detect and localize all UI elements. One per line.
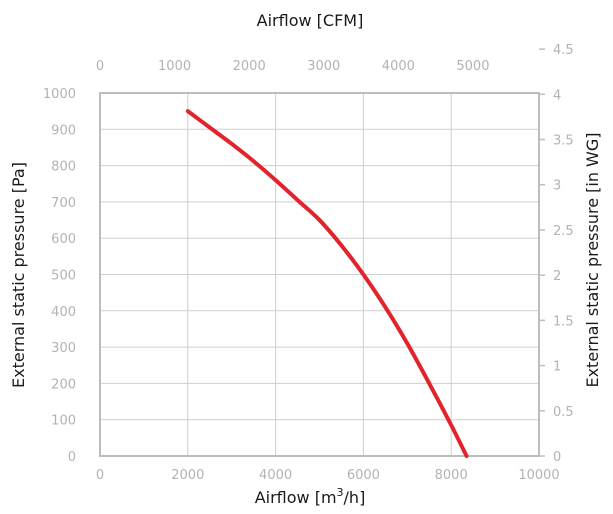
y-tick-label: 1000: [43, 87, 76, 102]
y-tick-label: 500: [51, 269, 76, 284]
tick-labels: 0 2000 4000 6000 8000 10000010020030040050060…: [43, 43, 574, 483]
right-tick-label: 1.5: [553, 314, 574, 329]
y-tick-label: 700: [51, 196, 76, 211]
x-tick-label: 4000: [259, 468, 292, 483]
x-tick-label: 8000: [435, 468, 468, 483]
top-tick-label: 5000: [456, 59, 489, 74]
right-tick-label: 0.5: [553, 405, 574, 420]
right-tick-label: 0: [553, 450, 561, 465]
right-tick-label: 4: [553, 88, 561, 103]
y-tick-label: 900: [51, 123, 76, 138]
x-tick-label: 6000: [347, 468, 380, 483]
y-tick-label: 400: [51, 305, 76, 320]
top-tick-label: 0: [96, 59, 104, 74]
left-axis-title: External static pressure [Pa]: [9, 162, 28, 388]
right-tick-label: 3.5: [553, 134, 574, 149]
top-axis-title: Airflow [CFM]: [257, 11, 364, 30]
y-tick-label: 600: [51, 232, 76, 247]
right-axis-title: External static pressure [in WG]: [583, 132, 602, 387]
bottom-axis-title-prefix: Airflow [m: [255, 488, 337, 507]
x-tick-label: 0: [96, 468, 104, 483]
y-tick-label: 0: [68, 450, 76, 465]
y-tick-label: 100: [51, 414, 76, 429]
bottom-axis-title: Airflow [m3/h]: [255, 486, 366, 507]
bottom-axis-title-suffix: /h]: [344, 488, 366, 507]
right-tick-label: 3: [553, 179, 561, 194]
top-tick-label: 2000: [233, 59, 266, 74]
x-tick-label: 2000: [171, 468, 204, 483]
right-tick-label: 4.5: [553, 43, 574, 58]
top-tick-label: 1000: [158, 59, 191, 74]
y-tick-label: 200: [51, 377, 76, 392]
grid-lines: [100, 93, 539, 456]
y-tick-label: 300: [51, 341, 76, 356]
top-tick-label: 4000: [382, 59, 415, 74]
right-tick-label: 2: [553, 269, 561, 284]
right-tick-label: 2.5: [553, 224, 574, 239]
right-tick-label: 1: [553, 360, 561, 375]
fan-curve-series: [185, 109, 469, 458]
y-tick-label: 800: [51, 160, 76, 175]
top-tick-label: 3000: [307, 59, 340, 74]
bottom-axis-title-superscript: 3: [337, 486, 344, 499]
x-tick-label: 10000: [518, 468, 559, 483]
